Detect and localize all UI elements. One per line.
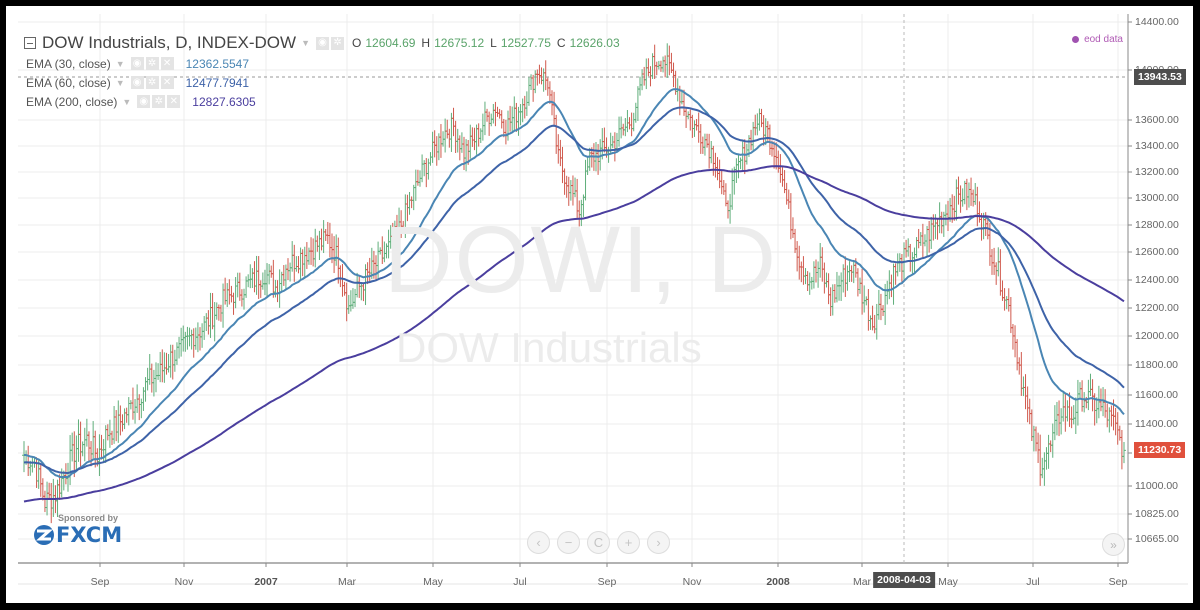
indicator-row-ema60: EMA (60, close) ▼ ◉ ✲ ✕ 12477.7941 xyxy=(26,73,620,92)
close-icon[interactable]: ✕ xyxy=(160,57,174,70)
chevron-down-icon[interactable]: ▼ xyxy=(115,77,125,88)
time-axis-label: Mar xyxy=(337,576,357,588)
time-axis-label: May xyxy=(938,576,958,588)
price-axis-label: 13400.00 xyxy=(1135,140,1179,152)
eye-icon[interactable]: ◉ xyxy=(130,57,144,70)
price-axis-label: 11800.00 xyxy=(1135,359,1179,371)
symbol-title[interactable]: DOW Industrials, D, INDEX-DOW xyxy=(42,33,297,52)
close-label: C xyxy=(556,36,566,50)
reset-chart-button[interactable]: C xyxy=(587,531,610,554)
sponsor-logo[interactable]: Sponsored by FXCM xyxy=(32,513,122,547)
high-value: 12675.12 xyxy=(434,36,485,50)
eye-icon[interactable]: ◉ xyxy=(316,36,330,50)
gear-icon[interactable]: ✲ xyxy=(152,95,166,108)
price-axis-label: 12400.00 xyxy=(1135,274,1179,286)
time-axis-label: 2008 xyxy=(766,576,790,588)
price-axis-label: 10825.00 xyxy=(1135,508,1179,520)
last-price-tag: 11230.73 xyxy=(1134,442,1186,458)
price-axis-label: 13600.00 xyxy=(1135,114,1179,126)
legend: DOW Industrials, D, INDEX-DOW ▼ ◉ ✲ O 12… xyxy=(24,32,620,111)
price-axis-label: 14400.00 xyxy=(1135,16,1179,28)
scroll-right-button[interactable]: › xyxy=(647,531,670,554)
time-axis-label: Sep xyxy=(90,576,110,588)
zoom-in-button[interactable]: + xyxy=(617,531,640,554)
watermark-symbol: DOWI, D xyxy=(384,207,778,313)
time-axis-label: May xyxy=(423,576,443,588)
time-axis-label: Jul xyxy=(1026,576,1040,588)
price-axis-label: 11000.00 xyxy=(1135,480,1179,492)
symbol-legend-row: DOW Industrials, D, INDEX-DOW ▼ ◉ ✲ O 12… xyxy=(24,32,620,54)
data-source-label: eod data xyxy=(1084,34,1123,45)
low-value: 12527.75 xyxy=(500,36,551,50)
time-axis-label: 2007 xyxy=(254,576,278,588)
time-axis-label: Sep xyxy=(1108,576,1128,588)
indicator-value: 12477.7941 xyxy=(185,75,250,90)
close-icon[interactable]: ✕ xyxy=(160,76,174,89)
price-axis-label: 12000.00 xyxy=(1135,330,1179,342)
eye-icon[interactable]: ◉ xyxy=(137,95,151,108)
scroll-left-button[interactable]: ‹ xyxy=(527,531,550,554)
data-source-badge: eod data xyxy=(1072,34,1123,45)
zoom-out-button[interactable]: − xyxy=(557,531,580,554)
price-axis-label: 11600.00 xyxy=(1135,389,1179,401)
indicator-row-ema30: EMA (30, close) ▼ ◉ ✲ ✕ 12362.5547 xyxy=(26,54,620,73)
indicator-value: 12362.5547 xyxy=(185,56,250,71)
status-dot-icon xyxy=(1072,36,1080,43)
time-axis-label: Jul xyxy=(513,576,527,588)
indicator-label[interactable]: EMA (30, close) xyxy=(26,56,111,71)
price-axis-label: 13000.00 xyxy=(1135,192,1179,204)
sponsor-caption: Sponsored by xyxy=(58,513,119,523)
chevron-down-icon[interactable]: ▼ xyxy=(301,38,311,48)
time-axis-label: Nov xyxy=(682,576,702,588)
price-axis-label: 12200.00 xyxy=(1135,302,1179,314)
chart-navigation: ‹ − C + › xyxy=(527,531,677,554)
time-axis-label: Nov xyxy=(174,576,194,588)
fxcm-logo: FXCM xyxy=(32,523,122,547)
low-label: L xyxy=(490,36,497,50)
chart-frame: DOWI, D DOW Industrials DOW Industrials,… xyxy=(6,6,1193,603)
watermark-name: DOW Industrials xyxy=(396,324,702,371)
eye-icon[interactable]: ◉ xyxy=(130,76,144,89)
price-axis-label: 12800.00 xyxy=(1135,219,1179,231)
price-axis-label: 11400.00 xyxy=(1135,418,1179,430)
price-axis-label: 10665.00 xyxy=(1135,533,1179,545)
open-value: 12604.69 xyxy=(365,36,416,50)
high-label: H xyxy=(421,36,431,50)
chevron-down-icon[interactable]: ▼ xyxy=(122,96,132,107)
price-axis-label: 12600.00 xyxy=(1135,246,1179,258)
indicator-row-ema200: EMA (200, close) ▼ ◉ ✲ ✕ 12827.6305 xyxy=(26,92,620,111)
open-label: O xyxy=(352,36,362,50)
time-axis-label: Sep xyxy=(597,576,617,588)
indicator-label[interactable]: EMA (60, close) xyxy=(26,75,111,90)
gear-icon[interactable]: ✲ xyxy=(145,76,159,89)
close-icon[interactable]: ✕ xyxy=(167,95,181,108)
indicator-value: 12827.6305 xyxy=(192,94,256,109)
indicator-label[interactable]: EMA (200, close) xyxy=(26,94,118,109)
price-chart-canvas[interactable] xyxy=(6,6,1193,603)
fxcm-swirl-icon xyxy=(34,525,54,545)
close-value: 12626.03 xyxy=(569,36,620,50)
collapse-legend-icon[interactable] xyxy=(24,37,36,49)
gear-icon[interactable]: ✲ xyxy=(145,57,159,70)
scroll-to-realtime-button[interactable]: » xyxy=(1102,533,1125,556)
fxcm-wordmark: FXCM xyxy=(56,523,123,547)
crosshair-date-tag: 2008-04-03 xyxy=(873,572,935,588)
crosshair-price-tag: 13943.53 xyxy=(1134,69,1186,85)
price-axis-label: 13200.00 xyxy=(1135,166,1179,178)
time-axis-label: Mar xyxy=(852,576,872,588)
gear-icon[interactable]: ✲ xyxy=(331,36,345,50)
chevron-down-icon[interactable]: ▼ xyxy=(115,58,125,69)
